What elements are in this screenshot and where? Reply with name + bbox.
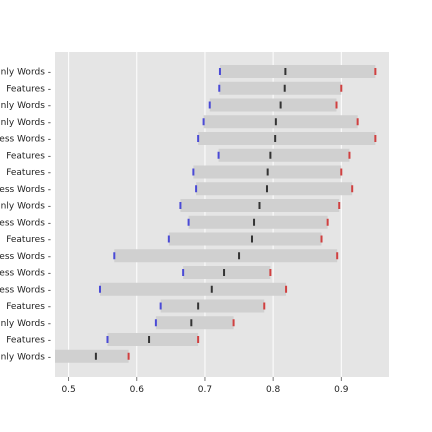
- category-label: nly Words -: [1, 352, 51, 362]
- range-bar: [219, 65, 376, 78]
- min-marker: [218, 84, 221, 92]
- category-label: ess Words -: [0, 285, 51, 295]
- mean-marker: [258, 202, 261, 209]
- range-bar: [209, 98, 337, 112]
- min-marker: [202, 118, 205, 126]
- max-marker: [232, 319, 235, 327]
- min-marker: [179, 202, 182, 209]
- markers: [94, 68, 377, 360]
- max-marker: [269, 269, 272, 276]
- range-bar: [196, 182, 353, 196]
- x-tick-label: 0.8: [266, 385, 281, 395]
- mean-marker: [223, 269, 226, 276]
- mean-marker: [274, 135, 277, 142]
- mean-marker: [274, 118, 277, 126]
- max-marker: [356, 118, 359, 126]
- min-marker: [208, 101, 211, 109]
- mean-marker: [94, 352, 97, 360]
- range-bar: [203, 115, 358, 129]
- category-label: ess Words -: [0, 252, 51, 262]
- max-marker: [340, 84, 343, 92]
- max-marker: [336, 252, 339, 260]
- category-label: Features -: [6, 235, 51, 245]
- max-marker: [340, 168, 343, 176]
- min-marker: [192, 168, 195, 176]
- category-label: nly Words -: [1, 202, 51, 212]
- mean-marker: [279, 101, 282, 109]
- max-marker: [335, 101, 338, 109]
- category-label: ess Words -: [0, 218, 51, 228]
- max-marker: [374, 135, 377, 142]
- range-bar: [107, 333, 199, 346]
- min-marker: [218, 68, 221, 75]
- category-label: ess Words -: [0, 185, 51, 195]
- max-marker: [351, 185, 354, 193]
- x-tick-label: 0.9: [334, 385, 349, 395]
- category-label: Features -: [6, 336, 51, 346]
- range-bar: [99, 282, 287, 296]
- max-marker: [263, 302, 266, 310]
- max-marker: [285, 285, 288, 293]
- range-bars: [55, 65, 376, 363]
- range-bar: [160, 299, 265, 313]
- category-label: nly Words -: [1, 319, 51, 329]
- category-label: ess Words -: [0, 269, 51, 279]
- mean-marker: [283, 84, 286, 92]
- mean-marker: [190, 319, 193, 327]
- category-label: Features -: [6, 302, 51, 312]
- mean-marker: [210, 285, 213, 293]
- min-marker: [106, 336, 109, 343]
- max-marker: [197, 336, 200, 343]
- x-tick-label: 0.6: [130, 385, 145, 395]
- x-tick-label: 0.5: [61, 385, 75, 395]
- range-bar: [218, 148, 350, 162]
- x-axis: 0.5 0.6 0.7 0.8 0.9: [61, 377, 349, 395]
- mean-marker: [197, 302, 200, 310]
- category-label: Features -: [6, 168, 51, 178]
- category-label: nly Words -: [1, 101, 51, 111]
- mean-marker: [253, 218, 256, 226]
- category-labels: nly Words - Features - nly Words - nly Word…: [0, 68, 51, 363]
- min-marker: [159, 302, 162, 310]
- mean-marker: [148, 336, 151, 343]
- category-label: Features -: [6, 84, 51, 94]
- max-marker: [338, 202, 341, 209]
- mean-marker: [265, 185, 268, 193]
- mean-marker: [284, 68, 287, 75]
- min-marker: [187, 218, 190, 226]
- min-marker: [217, 151, 220, 159]
- min-marker: [154, 319, 157, 327]
- range-bar: [168, 232, 322, 246]
- min-marker: [167, 235, 170, 243]
- category-label: Features -: [6, 151, 51, 161]
- category-label: nly Words -: [1, 68, 51, 78]
- category-label: ess Words -: [0, 135, 51, 145]
- range-bar: [188, 215, 328, 229]
- min-marker: [113, 252, 116, 260]
- max-marker: [348, 151, 351, 159]
- range-bar: [198, 132, 376, 145]
- range-bar: [55, 349, 129, 363]
- mean-marker: [266, 168, 269, 176]
- x-tick-label: 0.7: [198, 385, 212, 395]
- category-label: nly Words -: [1, 118, 51, 128]
- max-marker: [374, 68, 377, 75]
- max-marker: [127, 352, 130, 360]
- range-bar: [114, 249, 338, 263]
- mean-marker: [269, 151, 272, 159]
- range-bar: [155, 316, 234, 330]
- range-bar: [183, 266, 271, 279]
- range-bar: [219, 81, 342, 95]
- min-marker: [195, 185, 198, 193]
- min-marker: [197, 135, 200, 142]
- min-marker: [98, 285, 101, 293]
- max-marker: [320, 235, 323, 243]
- mean-marker: [238, 252, 241, 260]
- min-marker: [182, 269, 185, 276]
- max-marker: [326, 218, 329, 226]
- mean-marker: [250, 235, 253, 243]
